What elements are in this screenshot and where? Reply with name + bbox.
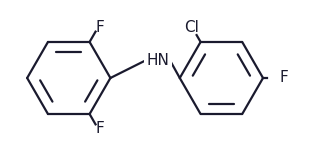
Text: HN: HN bbox=[147, 53, 169, 68]
Text: F: F bbox=[95, 20, 104, 35]
Text: Cl: Cl bbox=[184, 20, 199, 35]
Text: F: F bbox=[279, 71, 288, 86]
Text: F: F bbox=[95, 121, 104, 136]
